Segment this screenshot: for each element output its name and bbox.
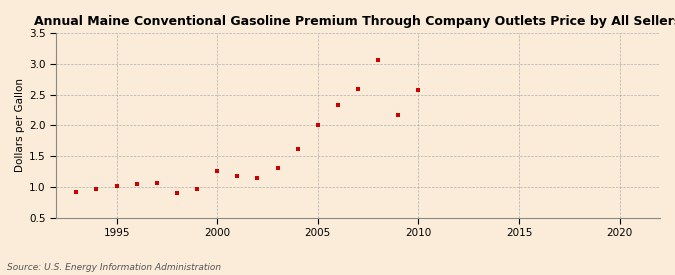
Title: Annual Maine Conventional Gasoline Premium Through Company Outlets Price by All : Annual Maine Conventional Gasoline Premi… [34,15,675,28]
Text: Source: U.S. Energy Information Administration: Source: U.S. Energy Information Administ… [7,263,221,272]
Y-axis label: Dollars per Gallon: Dollars per Gallon [15,78,25,172]
